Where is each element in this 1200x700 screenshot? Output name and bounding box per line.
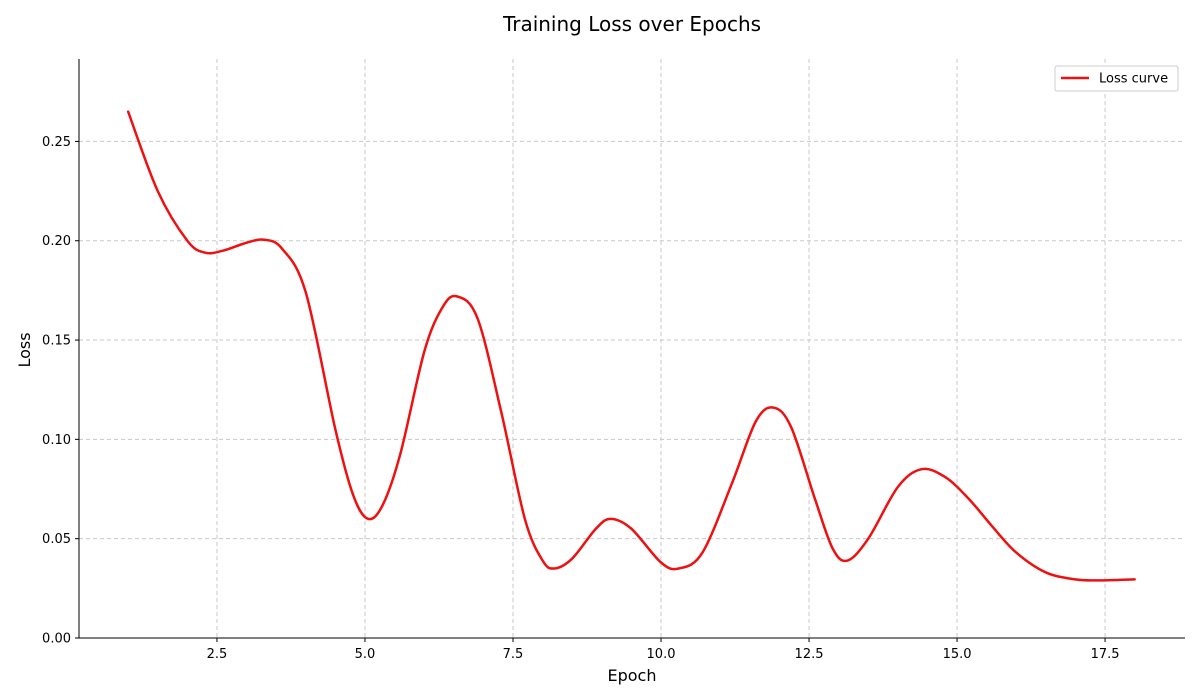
x-tick-label: 15.0 [943, 647, 972, 662]
y-tick-label: 0.20 [42, 234, 71, 249]
x-tick-label: 7.5 [503, 647, 524, 662]
y-axis-label: Loss [15, 332, 34, 367]
x-tick-label: 2.5 [207, 647, 228, 662]
y-tick-label: 0.05 [42, 532, 71, 547]
x-tick-label: 10.0 [647, 647, 676, 662]
chart-title: Training Loss over Epochs [502, 12, 761, 36]
grid [79, 59, 1185, 639]
loss-curve-line [126, 110, 1136, 582]
y-tick-label: 0.10 [42, 433, 71, 448]
y-tick-label: 0.00 [42, 632, 71, 647]
legend: Loss curve [1054, 65, 1179, 92]
legend-box [1054, 65, 1179, 92]
series [126, 110, 1136, 582]
x-tick-label: 12.5 [795, 647, 824, 662]
axes [78, 59, 1185, 639]
x-axis-label: Epoch [608, 666, 657, 685]
ticks: 2.5 5.0 7.5 10.0 12.5 15.0 17.5 0.00 0.05 0.10 0.1… [42, 135, 1119, 662]
y-tick-label: 0.25 [42, 135, 71, 150]
x-tick-label: 5.0 [355, 647, 376, 662]
legend-label: Loss curve [1099, 72, 1168, 87]
y-tick-label: 0.15 [42, 334, 71, 349]
x-tick-label: 17.5 [1091, 647, 1120, 662]
